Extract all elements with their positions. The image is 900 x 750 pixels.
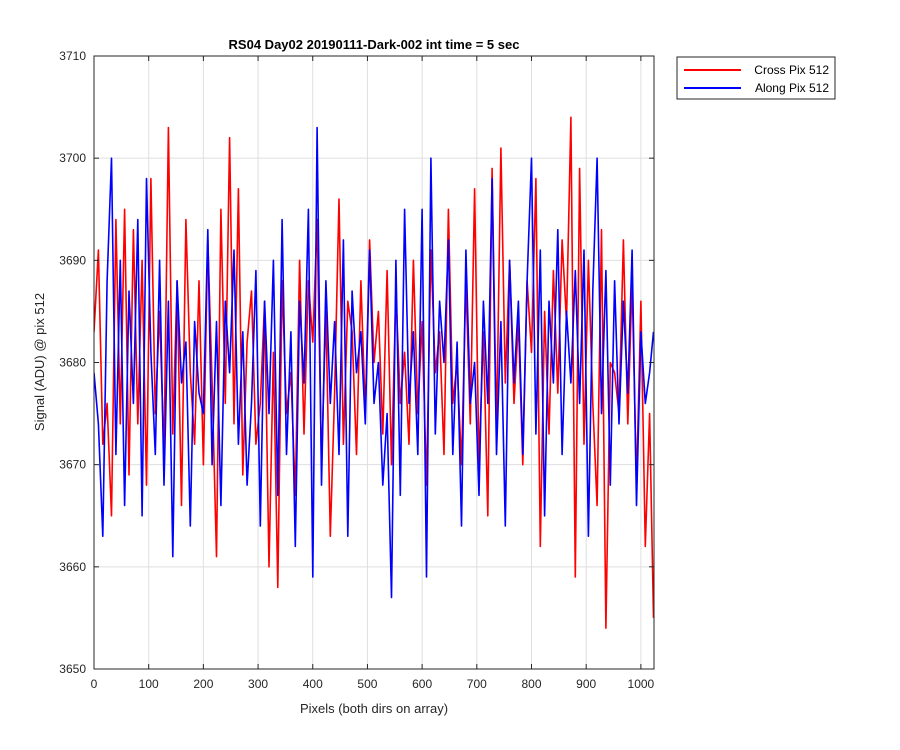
x-tick-label: 200 [193,677,213,691]
x-tick-label: 700 [467,677,487,691]
y-tick-label: 3690 [59,253,86,267]
x-tick-label: 1000 [628,677,655,691]
series-line-cross-pix [94,116,654,629]
x-tick-label: 900 [576,677,596,691]
x-tick-label: 0 [91,677,98,691]
legend-entry-along-pix: Along Pix 512 [755,81,829,95]
y-axis-ticks: 3650 3660 3670 3680 3690 3700 3710 [59,49,654,676]
series-layer [94,116,654,629]
x-tick-label: 600 [412,677,432,691]
x-axis-ticks: 0 100 200 300 400 500 600 700 800 900 1000 [91,56,655,691]
legend-box [676,56,836,100]
y-axis-label: Signal (ADU) @ pix 512 [32,293,47,431]
y-tick-label: 3660 [59,560,86,574]
y-tick-label: 3650 [59,662,86,676]
y-tick-label: 3710 [59,49,86,63]
chart-title: RS04 Day02 20190111-Dark-002 int time = … [229,37,520,52]
y-tick-label: 3680 [59,356,86,370]
x-tick-label: 100 [139,677,159,691]
y-tick-label: 3670 [59,458,86,472]
series-line-along-pix [94,126,654,599]
legend: Cross Pix 512 Along Pix 512 [676,56,836,100]
legend-entry-cross-pix: Cross Pix 512 [754,63,829,77]
y-tick-label: 3700 [59,151,86,165]
x-axis-label: Pixels (both dirs on array) [300,701,448,716]
x-tick-label: 500 [357,677,377,691]
x-tick-label: 800 [521,677,541,691]
x-tick-label: 300 [248,677,268,691]
x-tick-label: 400 [303,677,323,691]
